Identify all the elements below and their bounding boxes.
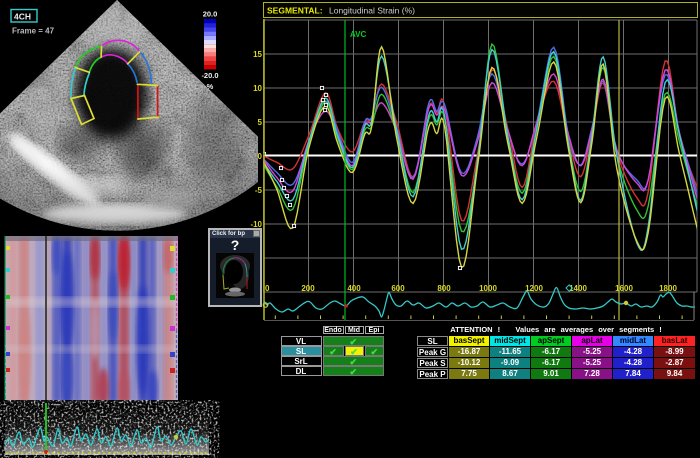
svg-text:%: % bbox=[207, 82, 214, 91]
svg-text:Longitudinal Strain (%): Longitudinal Strain (%) bbox=[329, 6, 415, 16]
svg-text:-5: -5 bbox=[255, 186, 263, 195]
svg-text:1400: 1400 bbox=[569, 284, 587, 293]
svg-text:0: 0 bbox=[265, 284, 270, 293]
svg-text:AVC: AVC bbox=[350, 30, 367, 39]
svg-text:1800: 1800 bbox=[659, 284, 677, 293]
svg-text:400: 400 bbox=[347, 284, 361, 293]
svg-text:20.0: 20.0 bbox=[203, 10, 218, 19]
svg-text:0: 0 bbox=[258, 152, 263, 161]
svg-text:800: 800 bbox=[437, 284, 451, 293]
svg-text:-10: -10 bbox=[250, 220, 262, 229]
svg-text:15: 15 bbox=[253, 50, 262, 59]
svg-text:600: 600 bbox=[391, 284, 405, 293]
svg-text:1200: 1200 bbox=[525, 284, 543, 293]
svg-text:200: 200 bbox=[301, 284, 315, 293]
svg-text:-20.0: -20.0 bbox=[201, 71, 218, 80]
svg-text:10: 10 bbox=[253, 84, 262, 93]
svg-text:5: 5 bbox=[258, 118, 263, 127]
svg-text:1600: 1600 bbox=[615, 284, 633, 293]
svg-text:Frame = 47: Frame = 47 bbox=[12, 27, 55, 36]
svg-text:1000: 1000 bbox=[479, 284, 497, 293]
svg-text:SEGMENTAL:: SEGMENTAL: bbox=[267, 6, 323, 16]
svg-text:4CH: 4CH bbox=[14, 12, 31, 22]
